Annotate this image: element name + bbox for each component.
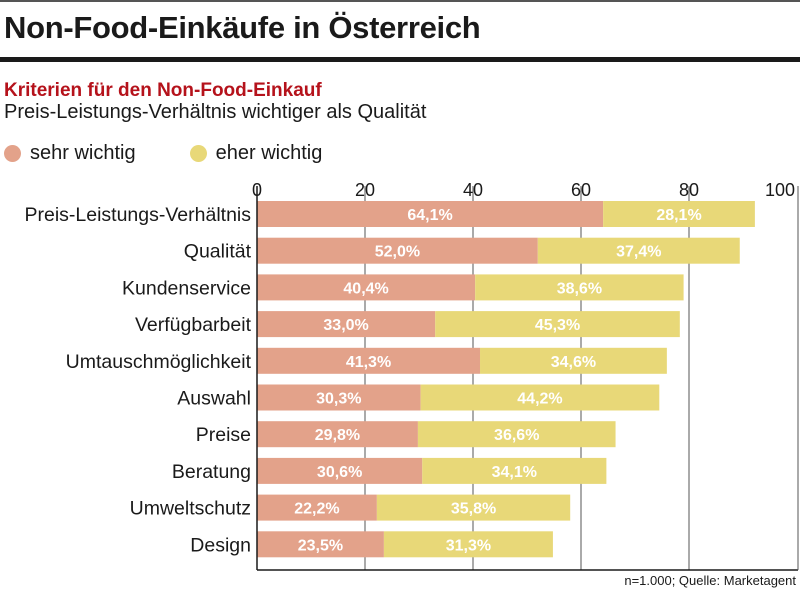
legend-dot-icon: [189, 145, 207, 162]
bar-sehr-wichtig: [257, 274, 476, 301]
category-label: Kundenservice: [122, 277, 251, 299]
bar-eher-wichtig: [383, 531, 553, 558]
bar-eher-wichtig: [420, 384, 660, 411]
data-label: 30,6%: [317, 464, 362, 481]
bar-sehr-wichtig: [257, 494, 377, 521]
x-tick-label: 100: [765, 180, 795, 200]
top-rule: [0, 0, 800, 2]
data-label: 41,3%: [346, 354, 391, 371]
tick-labels: 0 20 40 60 80 100: [252, 180, 795, 200]
bar-sehr-wichtig: [257, 201, 604, 227]
category-label: Preise: [196, 424, 251, 446]
bar-eher-wichtig: [603, 201, 755, 227]
bar-sehr-wichtig: [257, 457, 423, 484]
category-label: Preis-Leistungs-Verhältnis: [24, 204, 251, 226]
data-label: 33,0%: [323, 317, 368, 334]
chart-subtitle: Kriterien für den Non-Food-Einkauf: [4, 80, 322, 101]
chart-description: Preis-Leistungs-Verhältnis wichtiger als…: [4, 101, 427, 123]
data-label: 40,4%: [343, 280, 388, 297]
bar-sehr-wichtig: [257, 384, 421, 411]
legend-dot-icon: [4, 145, 21, 162]
category-label: Umweltschutz: [130, 498, 251, 520]
x-tick-label: 40: [463, 180, 483, 200]
data-label: 37,4%: [616, 244, 661, 261]
x-tick-label: 20: [355, 180, 375, 200]
bar-eher-wichtig: [376, 494, 571, 521]
category-label: Beratung: [172, 461, 251, 483]
legend-label: eher wichtig: [215, 142, 323, 164]
bar-eher-wichtig: [537, 237, 740, 264]
data-label: 31,3%: [446, 537, 491, 554]
bar-sehr-wichtig: [257, 237, 538, 264]
data-label: 64,1%: [407, 207, 452, 224]
x-tick-label: 60: [571, 180, 591, 200]
category-label: Verfügbarbeit: [135, 314, 252, 336]
x-tick-label: 80: [679, 180, 699, 200]
data-label: 22,2%: [294, 501, 339, 518]
category-labels: Preis-Leistungs-Verhältnis Qualität Kunden…: [24, 204, 251, 556]
category-label: Design: [190, 534, 251, 556]
category-label: Qualität: [184, 241, 252, 263]
data-label: 28,1%: [656, 207, 701, 224]
data-label: 35,8%: [451, 501, 496, 518]
legend-label: sehr wichtig: [30, 142, 136, 164]
data-label: 30,3%: [316, 391, 361, 408]
legend-item-sehr-wichtig: sehr wichtig: [4, 142, 136, 165]
bar-eher-wichtig: [475, 274, 684, 301]
data-label: 29,8%: [315, 427, 360, 444]
source-note: n=1.000; Quelle: Marketagent: [624, 573, 796, 588]
bar-sehr-wichtig: [257, 347, 481, 374]
legend: sehr wichtig eher wichtig: [4, 142, 376, 165]
value-labels: 64,1% 28,1% 52,0% 37,4% 40,4% 38,6% 33,0% 45,3%…: [294, 207, 701, 554]
bar-sehr-wichtig: [257, 311, 436, 338]
bar-sehr-wichtig: [257, 421, 418, 448]
data-label: 34,6%: [551, 354, 596, 371]
category-label: Auswahl: [177, 388, 251, 410]
data-label: 45,3%: [535, 317, 580, 334]
data-label: 36,6%: [494, 427, 539, 444]
page-title: Non-Food-Einkäufe in Österreich: [4, 10, 481, 45]
bar-eher-wichtig: [422, 457, 607, 484]
data-label: 34,1%: [492, 464, 537, 481]
title-divider: [0, 57, 800, 62]
data-label: 23,5%: [298, 537, 343, 554]
bar-eher-wichtig: [480, 347, 667, 374]
bars: [257, 201, 755, 558]
bar-sehr-wichtig: [257, 531, 384, 558]
category-label: Umtauschmöglichkeit: [66, 351, 252, 373]
data-label: 38,6%: [557, 280, 602, 297]
data-label: 52,0%: [375, 244, 420, 261]
bar-eher-wichtig: [417, 421, 616, 448]
axes: [256, 186, 799, 571]
data-label: 44,2%: [517, 391, 562, 408]
x-tick-label: 0: [252, 180, 262, 200]
legend-item-eher-wichtig: eher wichtig: [189, 142, 323, 165]
bar-eher-wichtig: [435, 311, 680, 338]
